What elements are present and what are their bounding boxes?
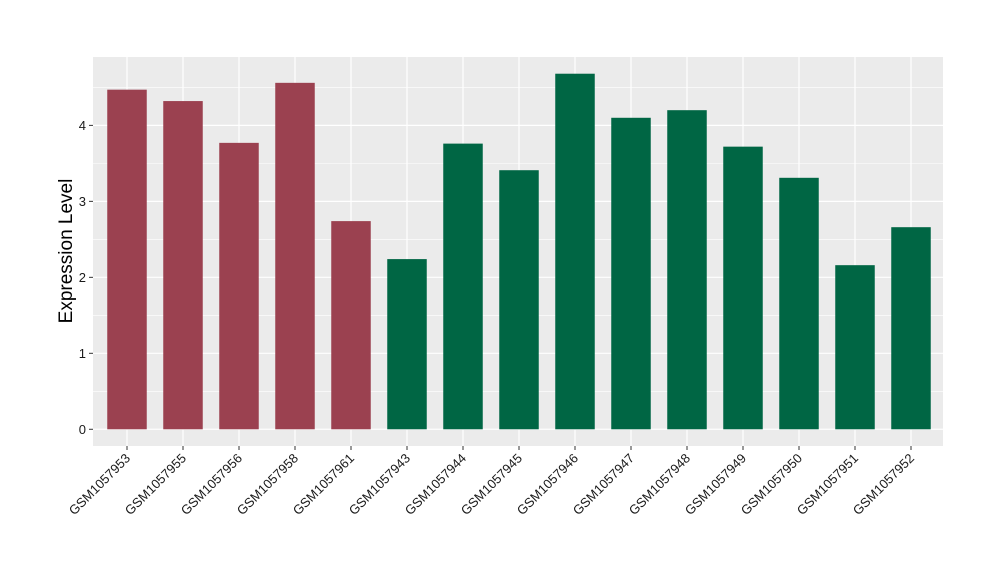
y-axis: 0 1 2 3 4 (79, 118, 93, 437)
bar-GSM1057945 (499, 170, 539, 430)
y-tick-label: 0 (79, 422, 86, 437)
bar-GSM1057948 (667, 110, 707, 430)
bar-GSM1057947 (611, 117, 651, 430)
bar-GSM1057956 (219, 142, 259, 430)
y-tick-label: 3 (79, 194, 86, 209)
bar-GSM1057943 (387, 259, 427, 430)
bar-GSM1057952 (891, 227, 931, 430)
bar-GSM1057953 (107, 89, 147, 430)
bar-GSM1057944 (443, 143, 483, 430)
y-tick-label: 2 (79, 270, 86, 285)
bar-GSM1057951 (835, 265, 875, 430)
bar-GSM1057955 (163, 101, 203, 430)
bar-GSM1057946 (555, 73, 595, 430)
bar-GSM1057958 (275, 82, 315, 430)
bar-GSM1057949 (723, 146, 763, 430)
x-axis: GSM1057953GSM1057955GSM1057956GSM1057958… (66, 446, 917, 518)
y-tick-label: 1 (79, 346, 86, 361)
y-tick-label: 4 (79, 118, 86, 133)
bar-GSM1057950 (779, 177, 819, 430)
bar-GSM1057961 (331, 221, 371, 430)
y-axis-title: Expression Level (56, 179, 77, 324)
bars (107, 73, 931, 430)
